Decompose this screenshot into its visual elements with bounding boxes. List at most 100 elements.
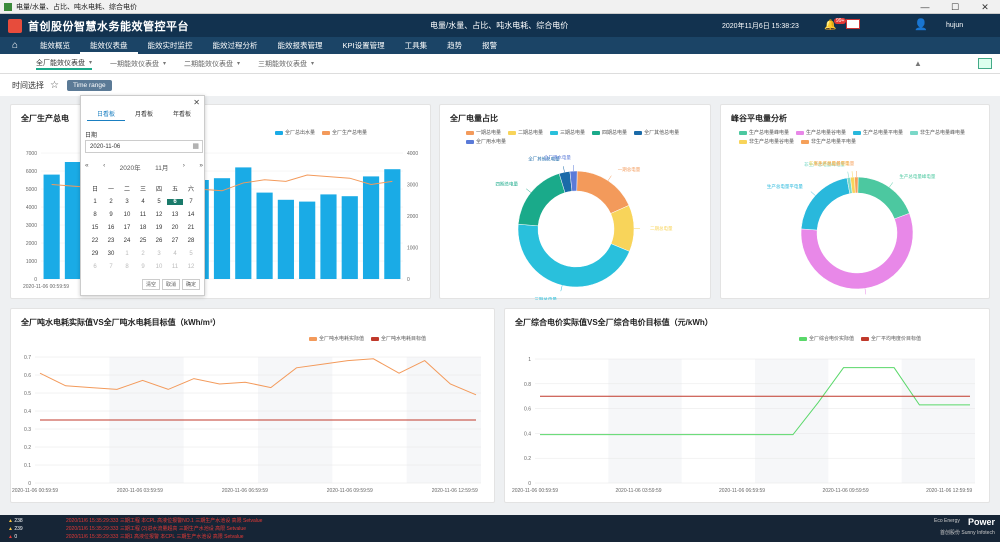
calendar-day[interactable]: 5: [157, 198, 161, 205]
legend-item[interactable]: 全厂用水电量: [466, 138, 506, 145]
clear-button[interactable]: 清空: [141, 279, 160, 290]
calendar-month[interactable]: 11月: [155, 165, 169, 172]
calendar-day[interactable]: 5: [189, 250, 193, 257]
nav-item[interactable]: 报警: [482, 41, 498, 50]
calendar-day[interactable]: 7: [109, 263, 113, 270]
date-picker-popup: ✕ 日看板 月看板 年看板 日期 2020-11-06 ▦ « ‹ 2020年 1…: [80, 95, 205, 296]
calendar-icon[interactable]: ▦: [192, 143, 199, 150]
calendar-day[interactable]: 6: [167, 198, 183, 205]
calendar-day[interactable]: 14: [187, 211, 195, 218]
nav-item[interactable]: 能效过程分析: [212, 41, 258, 50]
cancel-button[interactable]: 取消: [161, 279, 180, 290]
calendar-day[interactable]: 3: [125, 198, 129, 205]
calendar-day[interactable]: 10: [123, 211, 131, 218]
calendar-day[interactable]: 1: [125, 250, 129, 257]
subnav-item[interactable]: 一期能效仪表盘 ▾: [110, 60, 167, 68]
nav-item-active[interactable]: 能效仪表盘: [80, 37, 138, 54]
calendar-day[interactable]: 2: [141, 250, 145, 257]
calendar-day[interactable]: 15: [91, 224, 99, 231]
calendar-day[interactable]: 25: [139, 237, 147, 244]
calendar-day[interactable]: 29: [91, 250, 99, 257]
calendar-day[interactable]: 11: [171, 263, 179, 270]
calendar-day[interactable]: 6: [93, 263, 97, 270]
calendar-day[interactable]: 26: [155, 237, 163, 244]
calendar-day[interactable]: 8: [125, 263, 129, 270]
minimize-button[interactable]: —: [920, 2, 930, 12]
calendar-day[interactable]: 30: [107, 250, 115, 257]
calendar-day[interactable]: 22: [91, 237, 99, 244]
legend-item[interactable]: 非生产总电量平电量: [801, 138, 856, 145]
calendar-year[interactable]: 2020年: [119, 165, 141, 172]
tab-year[interactable]: 年看板: [172, 112, 191, 118]
legend-item[interactable]: 三期总电量: [550, 129, 585, 136]
calendar-day[interactable]: 24: [123, 237, 131, 244]
calendar-day[interactable]: 9: [109, 211, 113, 218]
prev-year-icon[interactable]: «: [85, 162, 89, 169]
legend-item[interactable]: 生产总电量谷电量: [796, 129, 846, 136]
calendar-day[interactable]: 19: [155, 224, 163, 231]
calendar-day[interactable]: 10: [155, 263, 163, 270]
calendar-day[interactable]: 12: [187, 263, 195, 270]
nav-item[interactable]: KPI设置管理: [342, 41, 385, 50]
calendar-day[interactable]: 4: [141, 198, 145, 205]
mail-icon[interactable]: [846, 19, 860, 29]
calendar-day[interactable]: 17: [123, 224, 131, 231]
next-year-icon[interactable]: »: [199, 162, 203, 169]
home-icon[interactable]: ⌂: [11, 40, 19, 51]
nav-item[interactable]: 能效实时监控: [147, 41, 193, 50]
calendar-day[interactable]: 28: [187, 237, 195, 244]
calendar-day[interactable]: 1: [93, 198, 97, 205]
calendar-day[interactable]: 7: [189, 198, 193, 205]
next-month-icon[interactable]: ›: [182, 162, 185, 169]
nav-item[interactable]: 能效报表管理: [277, 41, 323, 50]
user-avatar-icon[interactable]: 👤: [914, 19, 928, 31]
chevron-down-icon: ▾: [311, 61, 315, 67]
calendar-day[interactable]: 4: [173, 250, 177, 257]
legend-item[interactable]: 一期总电量: [466, 129, 501, 136]
print-icon[interactable]: [978, 58, 992, 69]
calendar-day[interactable]: 2: [109, 198, 113, 205]
bar: [256, 192, 273, 279]
calendar-day[interactable]: 27: [171, 237, 179, 244]
calendar-day[interactable]: 11: [139, 211, 147, 218]
calendar-day[interactable]: 16: [107, 224, 115, 231]
time-range-button[interactable]: Time range: [66, 79, 112, 91]
prev-month-icon[interactable]: ‹: [103, 162, 106, 169]
close-window-button[interactable]: ✕: [981, 1, 989, 12]
calendar-day[interactable]: 12: [155, 211, 163, 218]
subnav-item[interactable]: 二期能效仪表盘 ▾: [184, 60, 241, 68]
alarm-log-row[interactable]: 2020/11/6 15:35:29:333 三期1 高液位报警 本CPL 三期…: [66, 534, 244, 540]
alarm-log-row[interactable]: 2020/11/6 15:35:29:333 三期工程 本CPL 高液位报警NO…: [66, 518, 263, 524]
maximize-button[interactable]: ☐: [950, 1, 960, 12]
calendar-day[interactable]: 21: [187, 224, 195, 231]
legend-item[interactable]: 生产总电量平电量: [853, 129, 903, 136]
close-icon[interactable]: ✕: [193, 98, 200, 107]
legend-item[interactable]: 四期总电量: [592, 129, 627, 136]
calendar-day[interactable]: 18: [139, 224, 147, 231]
confirm-button[interactable]: 确定: [181, 279, 200, 290]
calendar-day[interactable]: 9: [141, 263, 145, 270]
legend-item[interactable]: 非生产总电量谷电量: [739, 138, 794, 145]
calendar-day[interactable]: 20: [171, 224, 179, 231]
nav-item[interactable]: 趋势: [447, 41, 463, 50]
tab-month[interactable]: 月看板: [134, 112, 153, 118]
username[interactable]: hujun: [946, 22, 964, 29]
legend-item[interactable]: 生产总电量峰电量: [739, 129, 789, 136]
nav-item[interactable]: 能效概览: [40, 41, 70, 50]
calendar-day[interactable]: 23: [107, 237, 115, 244]
bell-icon[interactable]: 🔔: [824, 20, 837, 31]
calendar-day[interactable]: 8: [93, 211, 97, 218]
legend-item[interactable]: 二期总电量: [508, 129, 543, 136]
calendar-day[interactable]: 13: [171, 211, 179, 218]
subnav-item[interactable]: 三期能效仪表盘 ▾: [258, 60, 315, 68]
legend-item[interactable]: 全厂其他总电量: [634, 129, 679, 136]
collapse-icon[interactable]: ▲: [914, 59, 922, 68]
calendar-day[interactable]: 3: [157, 250, 161, 257]
date-input[interactable]: 2020-11-06 ▦: [85, 140, 203, 153]
subnav-item-active[interactable]: 全厂能效仪表盘 ▾: [36, 58, 93, 70]
alarm-log-row[interactable]: 2020/11/6 15:35:29:333 三期工程 (3)进水流量超高 三期…: [66, 526, 246, 532]
legend-item[interactable]: 非生产总电量峰电量: [910, 129, 965, 136]
star-icon[interactable]: ☆: [50, 79, 59, 91]
tab-day[interactable]: 日看板: [87, 109, 125, 121]
nav-item[interactable]: 工具集: [404, 41, 428, 50]
